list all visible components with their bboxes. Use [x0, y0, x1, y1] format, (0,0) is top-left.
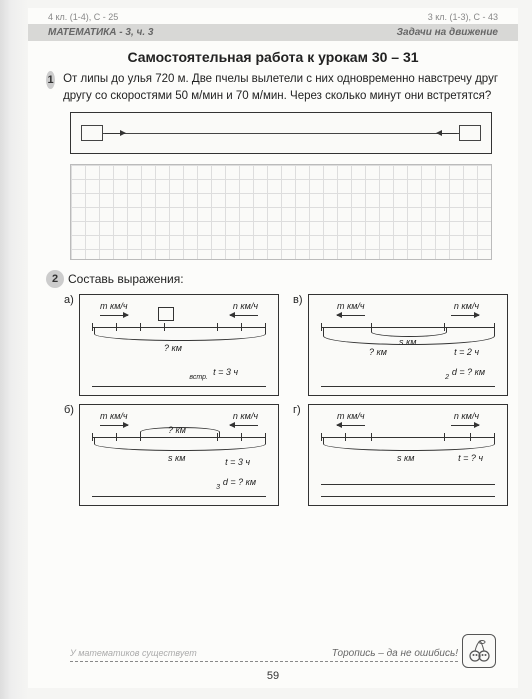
panels-grid: а) m км/ч n км/ч ? км — [46, 294, 500, 506]
problem-1-text: От липы до улья 720 м. Две пчелы вылетел… — [59, 71, 500, 106]
work-grid — [70, 164, 492, 260]
problem-1: 1 От липы до улья 720 м. Две пчелы вылет… — [46, 71, 500, 106]
header-refs: 4 кл. (1-4), С - 25 3 кл. (1-3), С - 43 — [28, 8, 518, 24]
page: 4 кл. (1-4), С - 25 3 кл. (1-3), С - 43 … — [28, 8, 518, 688]
footer-right: Торопись – да не ошибись! — [332, 648, 458, 659]
book-right: Задачи на движение — [397, 27, 498, 38]
problem-2-label: Составь выражения: — [68, 272, 184, 286]
panel-a-letter: а) — [64, 294, 76, 306]
cherry-icon — [462, 634, 496, 668]
panel-g: m км/ч n км/ч s км t = ? ч — [308, 404, 508, 506]
panel-a: m км/ч n км/ч ? км t = 3 ч — [79, 294, 279, 396]
problem-1-badge: 1 — [46, 71, 55, 89]
footer-left: У математиков существует — [70, 648, 197, 659]
footer: У математиков существует Торопись – да н… — [70, 648, 458, 662]
header-left: 4 кл. (1-4), С - 25 — [48, 12, 118, 22]
panel-g-letter: г) — [293, 404, 305, 416]
problem-2: 2 Составь выражения: — [46, 270, 500, 288]
panel-v: m км/ч n км/ч s км ? км t = 2 ч d = ? км — [308, 294, 508, 396]
page-number: 59 — [28, 670, 518, 682]
panel-v-letter: в) — [293, 294, 305, 306]
header-right: 3 кл. (1-3), С - 43 — [428, 12, 498, 22]
problem-2-badge: 2 — [46, 270, 64, 288]
book-left: МАТЕМАТИКА - 3, ч. 3 — [48, 27, 153, 38]
problem-1-diagram — [70, 112, 492, 154]
panel-b: m км/ч n км/ч ? км s км t = 3 ч — [79, 404, 279, 506]
book-bar: МАТЕМАТИКА - 3, ч. 3 Задачи на движение — [28, 24, 518, 41]
panel-b-letter: б) — [64, 404, 76, 416]
main-title: Самостоятельная работа к урокам 30 – 31 — [28, 41, 518, 71]
